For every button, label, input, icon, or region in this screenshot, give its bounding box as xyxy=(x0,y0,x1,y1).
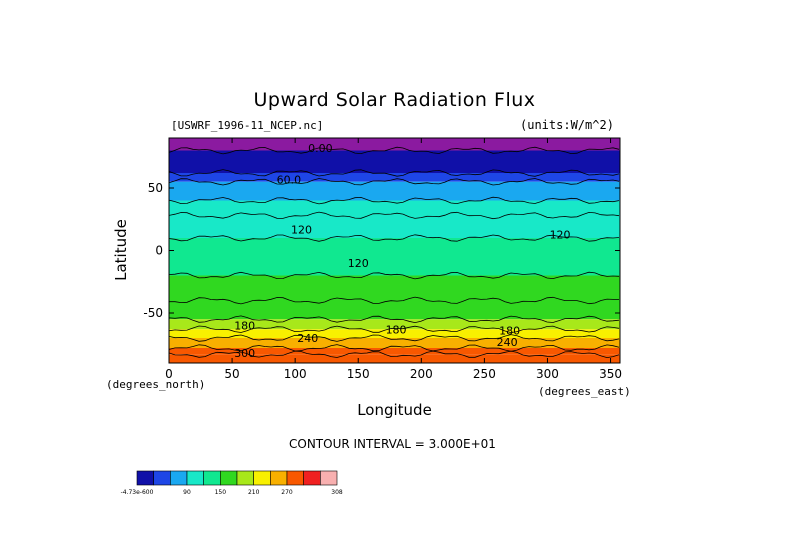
colorbar-tick-label-2: 150 xyxy=(215,489,227,496)
contour-label-4: 120 xyxy=(348,257,369,270)
lat-band-8 xyxy=(169,300,620,320)
lat-band-13 xyxy=(169,354,620,363)
x-units-label: (degrees_east) xyxy=(538,385,631,398)
file-label: [USWRF_1996-11_NCEP.nc] xyxy=(171,119,324,132)
x-axis-label: Longitude xyxy=(357,401,432,419)
lat-band-3 xyxy=(169,181,620,201)
contour-line-11 xyxy=(168,344,620,352)
contour-interval-label: CONTOUR INTERVAL = 3.000E+01 xyxy=(289,437,496,451)
colorbar-tick-label-5: 308 xyxy=(331,489,343,496)
contour-line-12 xyxy=(168,350,620,359)
contour-line-1 xyxy=(168,169,620,177)
lat-band-1 xyxy=(169,150,620,173)
colorbar-swatch-1 xyxy=(153,470,171,486)
x-tick-label-6: 300 xyxy=(536,367,559,381)
colorbar-swatch-5 xyxy=(220,470,238,486)
contour-label-8: 240 xyxy=(297,332,318,345)
contour-line-0 xyxy=(168,146,620,155)
contour-label-9: 240 xyxy=(497,336,518,349)
contour-label-0: 0.00 xyxy=(308,142,333,155)
x-tick-label-0: 0 xyxy=(165,367,173,381)
lat-band-4 xyxy=(169,200,620,216)
x-tick-label-7: 350 xyxy=(599,367,622,381)
colorbar-swatch-10 xyxy=(303,470,321,486)
y-units-label: (degrees_north) xyxy=(106,378,206,391)
colorbar-tick-label-0: -4.73e-600 xyxy=(121,489,154,496)
contour-label-5: 180 xyxy=(234,320,255,333)
units-label: (units:W/m^2) xyxy=(520,118,614,132)
x-tick-label-1: 50 xyxy=(224,367,239,381)
contour-line-4 xyxy=(168,211,620,220)
contour-line-9 xyxy=(168,325,620,334)
colorbar-swatch-0 xyxy=(136,470,154,486)
lat-band-5 xyxy=(169,215,620,238)
contour-line-6 xyxy=(168,271,620,280)
lat-band-6 xyxy=(169,238,620,276)
contour-label-2: 120 xyxy=(291,223,312,236)
contour-line-2 xyxy=(168,178,620,186)
contour-label-7: 180 xyxy=(499,325,520,338)
contour-label-1: 60.0 xyxy=(277,173,302,186)
colorbar-swatch-8 xyxy=(270,470,288,486)
x-axis-label-wrap: Longitude xyxy=(0,401,789,419)
lat-band-10 xyxy=(169,329,620,338)
colorbar-tick-label-4: 270 xyxy=(281,489,293,496)
contour-line-3 xyxy=(168,196,620,205)
contour-label-3: 120 xyxy=(550,228,571,241)
colorbar-swatch-6 xyxy=(236,470,254,486)
lat-band-9 xyxy=(169,319,620,330)
contour-line-8 xyxy=(168,315,620,324)
colorbar-swatch-4 xyxy=(203,470,221,486)
contour-line-10 xyxy=(168,334,620,342)
y-tick-label-0: 50 xyxy=(148,181,163,195)
lat-band-12 xyxy=(169,348,620,355)
colorbar-tick-label-3: 210 xyxy=(248,489,260,496)
x-tick-label-3: 150 xyxy=(347,367,370,381)
lat-band-0 xyxy=(169,138,620,151)
y-tick-label-2: -50 xyxy=(143,306,163,320)
contour-line-7 xyxy=(168,296,620,305)
x-tick-label-4: 200 xyxy=(410,367,433,381)
colorbar-swatch-7 xyxy=(253,470,271,486)
lat-band-7 xyxy=(169,275,620,301)
contour-line-5 xyxy=(168,234,620,242)
colorbar-swatch-2 xyxy=(170,470,188,486)
colorbar-swatch-3 xyxy=(186,470,204,486)
lat-band-11 xyxy=(169,338,620,348)
contour-label-6: 180 xyxy=(386,323,407,336)
chart-title: Upward Solar Radiation Flux xyxy=(253,89,536,111)
lat-band-2 xyxy=(169,173,620,182)
colorbar-tick-label-1: 90 xyxy=(183,489,191,496)
y-tick-label-1: 0 xyxy=(155,244,163,258)
contour-label-10: 300 xyxy=(234,347,255,360)
x-tick-label-5: 250 xyxy=(473,367,496,381)
colorbar-swatch-11 xyxy=(320,470,338,486)
colorbar-swatch-9 xyxy=(286,470,304,486)
x-tick-label-2: 100 xyxy=(284,367,307,381)
